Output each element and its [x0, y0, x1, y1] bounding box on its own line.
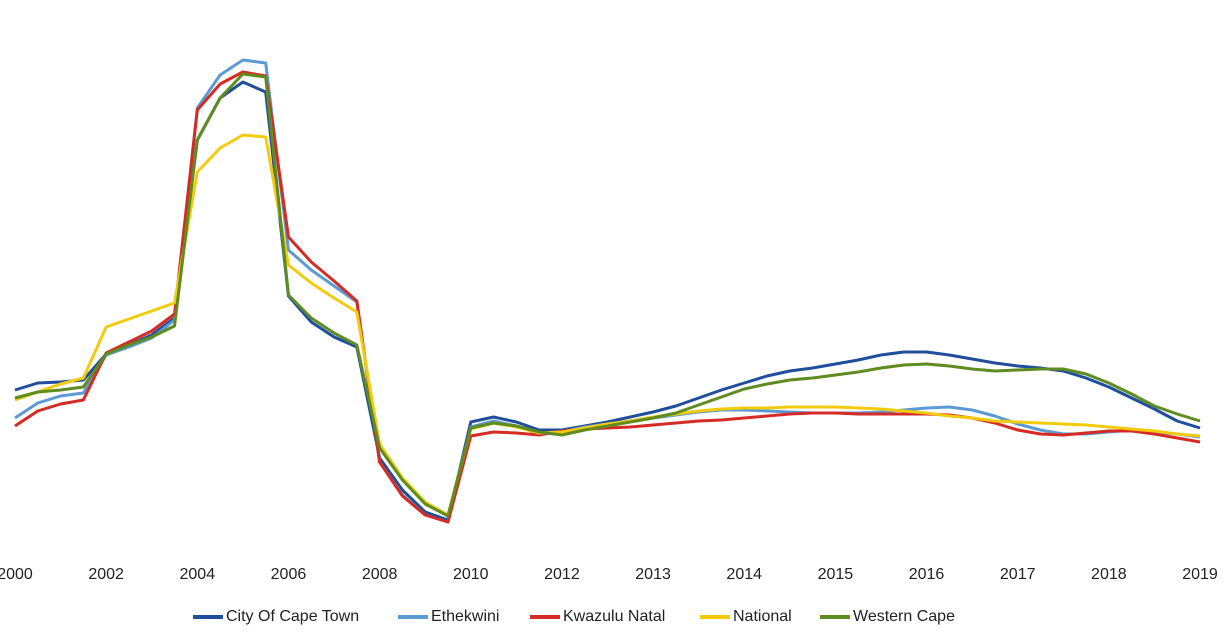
x-tick-label: 2018 — [1091, 566, 1127, 583]
x-tick-label: 2013 — [635, 566, 671, 583]
x-tick-label: 2000 — [0, 566, 33, 583]
series-line — [14, 133, 1201, 517]
legend-label: Ethekwini — [431, 608, 499, 625]
x-tick-label: 2004 — [180, 566, 216, 583]
legend-label: National — [733, 608, 792, 625]
x-tick-label: 2015 — [818, 566, 854, 583]
x-tick-label: 2016 — [909, 566, 945, 583]
legend-label: City Of Cape Town — [226, 608, 359, 625]
x-tick-label: 2008 — [362, 566, 398, 583]
x-tick-label: 2010 — [453, 566, 489, 583]
x-tick-label: 2002 — [88, 566, 124, 583]
x-tick-label: 2019 — [1182, 566, 1218, 583]
x-tick-label: 2006 — [271, 566, 307, 583]
series-line — [14, 70, 1201, 524]
series-line — [14, 72, 1201, 518]
x-tick-label: 2012 — [544, 566, 580, 583]
legend-label: Kwazulu Natal — [563, 608, 665, 625]
x-tick-label: 2017 — [1000, 566, 1036, 583]
x-tick-label: 2014 — [726, 566, 762, 583]
legend-label: Western Cape — [853, 608, 955, 625]
series-line — [14, 58, 1201, 524]
